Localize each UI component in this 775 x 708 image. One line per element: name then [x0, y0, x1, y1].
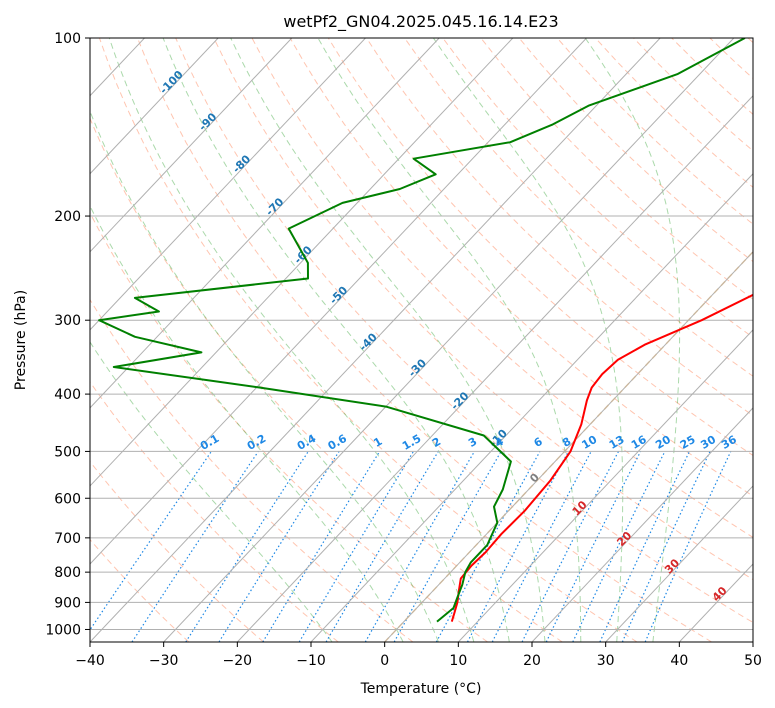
moist-adiabat-line: [230, 38, 546, 642]
y-axis-label: Pressure (hPa): [13, 290, 29, 390]
y-tick-label: 400: [54, 387, 81, 403]
mixing-ratio-line: [521, 451, 620, 642]
y-tick-label: 700: [54, 531, 81, 547]
chart-title: wetPf2_GN04.2025.045.16.14.E23: [283, 12, 558, 32]
y-tick-label: 600: [54, 491, 81, 507]
background-lines: [90, 38, 753, 642]
plot-frame: [89, 37, 754, 643]
dewpoint-profile-line: [98, 38, 746, 623]
dry-adiabat-line: [98, 38, 638, 642]
mixing-ratio-line: [621, 451, 711, 642]
isotherm-line: [90, 38, 293, 253]
isotherm-line: [531, 407, 753, 642]
dry-adiabat-line: [90, 460, 264, 642]
isotherm-line: [90, 38, 219, 175]
dry-adiabat-line: [213, 38, 753, 581]
moist-adiabat-line: [317, 38, 582, 642]
mixing-ratio-line: [435, 451, 541, 642]
moist-adiabat-line: [162, 38, 510, 642]
isotherm-line: [90, 38, 440, 409]
mixing-ratio-line: [393, 451, 502, 642]
isotherm-line: [310, 173, 753, 642]
plot-area: -100-90-80-70-60-50-40-30-20-10010203040…: [90, 38, 753, 642]
moist-adiabat-line: [90, 204, 404, 642]
isotherm-line: [90, 38, 587, 565]
x-tick-label: −10: [296, 653, 326, 669]
y-tick-label: 200: [54, 209, 81, 225]
dry-adiabat-line: [289, 38, 753, 497]
dry-adiabat-line: [327, 38, 753, 457]
x-axis-label: Temperature (°C): [360, 681, 482, 697]
mixing-ratio-line: [90, 451, 212, 631]
x-axis: −40 −30 −20 −10 0 10 20 30 40 50: [75, 642, 762, 669]
y-tick-label: 300: [54, 313, 81, 329]
x-tick-label: 10: [449, 653, 467, 669]
dry-adiabat-line: [90, 211, 488, 642]
y-tick-label: 1000: [45, 622, 81, 638]
dry-adiabat-line: [90, 117, 563, 642]
moist-adiabat-line: [584, 38, 681, 642]
isotherm-line: [90, 38, 366, 331]
isotherm-line: [457, 329, 753, 642]
x-tick-label: 20: [523, 653, 541, 669]
y-tick-label: 800: [54, 565, 81, 581]
moist-adiabat-line: [90, 341, 333, 642]
dry-adiabat-line: [366, 38, 753, 417]
mixing-ratio-line: [185, 451, 309, 642]
y-tick-label: 900: [54, 595, 81, 611]
moist-adiabat-line: [108, 38, 475, 642]
y-tick-label: 500: [54, 444, 81, 460]
dry-adiabat-line: [175, 38, 753, 624]
isotherm-line: [90, 38, 514, 487]
mixing-ratio-line: [262, 451, 381, 642]
y-axis: 100 200 300 400 500 600 700 800 900 1000: [45, 31, 90, 638]
x-tick-label: 40: [670, 653, 688, 669]
isotherm-line: [90, 38, 661, 642]
dry-adiabat-line: [90, 538, 190, 642]
x-tick-label: 30: [597, 653, 615, 669]
moist-adiabat-line: [90, 109, 439, 642]
x-tick-label: −20: [223, 653, 253, 669]
isotherm-line: [236, 95, 753, 642]
x-tick-label: −30: [149, 653, 179, 669]
profiles: [98, 38, 753, 623]
freezing-line: [384, 250, 753, 642]
x-tick-label: −40: [75, 653, 105, 669]
isotherm-line: [163, 38, 735, 642]
isotherm-line: [605, 485, 753, 642]
x-tick-label: 50: [744, 653, 762, 669]
mixing-ratio-line: [545, 451, 642, 642]
x-tick-label: 0: [380, 653, 389, 669]
y-tick-label: 100: [54, 31, 81, 47]
